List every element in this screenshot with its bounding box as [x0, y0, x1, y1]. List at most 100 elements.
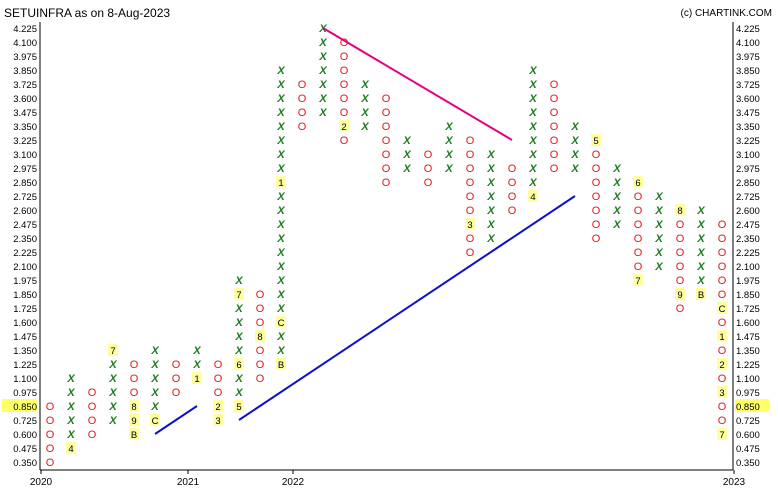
x-box: X	[486, 177, 495, 189]
x-box: X	[276, 135, 285, 147]
o-box: O	[88, 429, 97, 441]
month-marker-bg	[633, 176, 643, 188]
x-box: X	[654, 247, 663, 259]
x-box: X	[528, 121, 537, 133]
o-box: O	[466, 233, 475, 245]
month-marker-bg	[66, 442, 76, 454]
x-box: X	[318, 93, 327, 105]
y-tick-label-left: 3.725	[13, 80, 37, 91]
x-box: X	[654, 219, 663, 231]
o-box: O	[340, 93, 349, 105]
o-box: O	[508, 191, 517, 203]
o-box: O	[340, 65, 349, 77]
y-tick-label-left: 2.225	[13, 248, 37, 259]
x-box: X	[696, 247, 705, 259]
y-tick-label-left: 0.975	[13, 388, 37, 399]
o-box: O	[550, 107, 559, 119]
x-tick-label: 2020	[30, 477, 53, 488]
o-box: O	[718, 247, 727, 259]
o-box: O	[592, 177, 601, 189]
x-box: X	[108, 373, 117, 385]
o-box: O	[214, 373, 223, 385]
y-tick-label-left: 0.475	[13, 444, 37, 455]
left-price-axis: 0.350 0.475 0.600 0.725 0.850 0.975 1.100 1.225…	[2, 22, 41, 470]
x-box: X	[360, 79, 369, 91]
y-tick-label-left: 0.725	[13, 416, 37, 427]
x-box: X	[276, 289, 285, 301]
x-box: X	[150, 401, 159, 413]
x-box: X	[696, 205, 705, 217]
o-box: O	[634, 233, 643, 245]
o-box: O	[466, 177, 475, 189]
o-box: O	[340, 51, 349, 63]
o-box: O	[382, 93, 391, 105]
month-marker-bg	[717, 358, 727, 370]
y-tick-label-left: 1.975	[13, 276, 37, 287]
chart-credit: (c) CHARTINK.COM	[681, 8, 772, 19]
month-marker-bg	[276, 176, 286, 188]
y-tick-label-left: 0.850	[13, 402, 37, 413]
o-box: O	[508, 205, 517, 217]
o-box: O	[46, 443, 55, 455]
y-tick-label-left: 1.350	[13, 346, 37, 357]
x-box: X	[234, 303, 243, 315]
month-marker: 7	[635, 276, 640, 287]
month-marker: 1	[719, 332, 724, 343]
month-marker: 4	[68, 444, 73, 455]
x-box: X	[444, 121, 453, 133]
o-box: O	[256, 345, 265, 357]
right-price-axis: 0.350 0.475 0.600 0.725 0.850 0.975 1.100 1.225…	[732, 22, 769, 470]
o-box: O	[466, 205, 475, 217]
x-box: X	[150, 373, 159, 385]
y-tick-label-right: 2.350	[736, 234, 760, 245]
x-box: X	[486, 219, 495, 231]
o-box: O	[466, 191, 475, 203]
x-box: X	[444, 163, 453, 175]
x-box: X	[150, 345, 159, 357]
o-box: O	[382, 177, 391, 189]
o-box: O	[718, 373, 727, 385]
y-tick-label-right: 4.225	[736, 24, 760, 35]
y-tick-label-right: 0.725	[736, 416, 760, 427]
x-box: X	[402, 135, 411, 147]
month-marker: 6	[236, 360, 241, 371]
x-box: X	[486, 205, 495, 217]
month-marker: 3	[467, 220, 472, 231]
x-box: X	[528, 163, 537, 175]
x-box: X	[150, 387, 159, 399]
x-box: X	[66, 373, 75, 385]
o-box: O	[466, 135, 475, 147]
y-tick-label-left: 2.850	[13, 178, 37, 189]
o-box: O	[172, 359, 181, 371]
o-box: O	[466, 149, 475, 161]
o-box: O	[550, 93, 559, 105]
o-box: O	[718, 275, 727, 287]
y-tick-label-right: 0.475	[736, 444, 760, 455]
month-marker-bg	[255, 330, 265, 342]
o-box: O	[424, 177, 433, 189]
month-marker: 6	[635, 178, 640, 189]
month-marker-bg	[276, 358, 286, 370]
o-box: O	[298, 107, 307, 119]
y-tick-label-right: 2.600	[736, 206, 760, 217]
o-box: O	[592, 149, 601, 161]
y-tick-label-left: 2.475	[13, 220, 37, 231]
o-box: O	[382, 163, 391, 175]
y-tick-label-left: 3.475	[13, 108, 37, 119]
o-box: O	[298, 93, 307, 105]
pnf-column: 1 XX	[192, 345, 202, 385]
y-tick-label-right: 1.975	[736, 276, 760, 287]
x-box: X	[234, 275, 243, 287]
month-marker: 1	[278, 178, 283, 189]
